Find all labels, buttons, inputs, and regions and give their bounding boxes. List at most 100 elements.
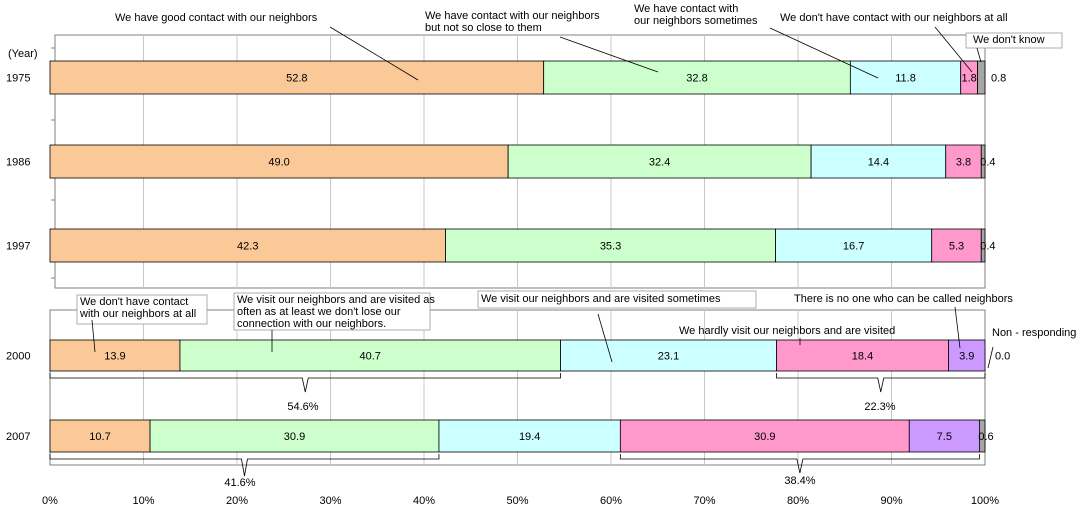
bar-segment-2007-6 xyxy=(978,419,986,453)
legend-entry-0-4: We don't know xyxy=(973,34,1045,46)
bar-segment-2007-5 xyxy=(908,419,980,453)
group-brace xyxy=(49,373,561,393)
leader-line-1-5 xyxy=(987,346,994,369)
data-label-2007-3: 19.4 xyxy=(519,431,540,443)
data-label-1986-3: 14.4 xyxy=(868,157,889,169)
bar-segment-1986-2 xyxy=(507,144,812,179)
data-label-1975-5: 0.8 xyxy=(991,73,1006,85)
bar-segment-1975-5 xyxy=(977,60,986,95)
category-label-1997: 1997 xyxy=(6,241,30,253)
leader-line-0-0 xyxy=(329,26,419,81)
data-label-1975-2: 32.8 xyxy=(686,73,707,85)
data-label-1986-5: 0.4 xyxy=(980,157,995,169)
data-label-1975-3: 11.8 xyxy=(895,73,916,85)
x-tick-label: 90% xyxy=(880,495,902,507)
bar-segment-1975-1 xyxy=(49,60,545,95)
legend-box-1-0 xyxy=(76,294,208,325)
legend-entry-0-2: We have contact with our neighbors someti… xyxy=(634,3,758,27)
legend-entry-1-4: There is no one who can be called neighb… xyxy=(794,293,1013,305)
data-label-1975-4: 1.8 xyxy=(961,73,976,85)
group-total-label: 54.6% xyxy=(287,401,318,413)
leader-line-1-4 xyxy=(954,306,961,349)
bar-segment-2007-2 xyxy=(149,419,440,453)
bar-segment-1986-5 xyxy=(980,144,986,179)
legend-entry-0-0: We have good contact with our neighbors xyxy=(115,12,318,24)
data-label-2000-3: 23.1 xyxy=(658,351,679,363)
group-total-label: 41.6% xyxy=(224,477,255,489)
bar-segment-1997-1 xyxy=(49,228,446,263)
category-label-2000: 2000 xyxy=(6,351,30,363)
data-label-1975-1: 52.8 xyxy=(286,73,307,85)
x-tick-label: 100% xyxy=(971,495,999,507)
category-label-2007: 2007 xyxy=(6,431,30,443)
bar-segment-1986-3 xyxy=(810,144,947,179)
legend-entry-0-1: We have contact with our neighbors but no… xyxy=(425,10,600,34)
data-label-1997-4: 5.3 xyxy=(949,241,964,253)
data-label-2000-6: 0.0 xyxy=(995,351,1010,363)
legend-entry-1-2: We visit our neighbors and are visited s… xyxy=(481,293,721,305)
bar-segment-1997-2 xyxy=(445,228,776,263)
data-label-2007-6: 0.6 xyxy=(978,431,993,443)
data-label-1997-2: 35.3 xyxy=(600,241,621,253)
x-tick-label: 60% xyxy=(600,495,622,507)
x-tick-label: 0% xyxy=(42,495,58,507)
group-total-label: 22.3% xyxy=(864,401,895,413)
bar-segment-2000-1 xyxy=(49,339,181,372)
leader-line-0-3 xyxy=(934,26,973,73)
x-tick-label: 40% xyxy=(413,495,435,507)
data-label-1986-2: 32.4 xyxy=(649,157,670,169)
bar-segment-1997-3 xyxy=(775,228,933,263)
data-label-1997-5: 0.4 xyxy=(980,241,995,253)
category-label-1986: 1986 xyxy=(6,157,30,169)
data-label-1986-1: 49.0 xyxy=(268,157,289,169)
group-brace xyxy=(619,454,980,474)
legend-entry-1-0: We don't have contact with our neighbors … xyxy=(79,296,196,320)
legend-box-1-1 xyxy=(233,292,431,331)
legend-box-0-4 xyxy=(965,32,1063,49)
legend-entry-0-3: We don't have contact with our neighbors… xyxy=(780,12,1008,24)
bar-segment-1975-3 xyxy=(849,60,962,95)
data-label-1997-3: 16.7 xyxy=(843,241,864,253)
bar-segment-2000-2 xyxy=(179,339,561,372)
leader-line-0-4 xyxy=(976,47,982,63)
bar-segment-2000-4 xyxy=(776,339,949,372)
data-label-2007-5: 7.5 xyxy=(937,431,952,443)
bar-segment-1997-5 xyxy=(980,228,986,263)
group-brace xyxy=(776,373,986,393)
group-total-label: 38.4% xyxy=(784,475,815,487)
x-tick-label: 10% xyxy=(132,495,154,507)
bar-segment-1986-1 xyxy=(49,144,509,179)
data-label-2007-4: 30.9 xyxy=(754,431,775,443)
x-tick-label: 50% xyxy=(506,495,528,507)
leader-line-0-1 xyxy=(559,36,659,73)
data-label-2007-1: 10.7 xyxy=(89,431,110,443)
bar-segment-1975-2 xyxy=(543,60,851,95)
y-axis-unit-label: (Year) xyxy=(8,48,38,60)
bar-segment-2000-3 xyxy=(560,339,777,372)
bar-segment-1997-4 xyxy=(931,228,982,263)
data-label-2000-5: 3.9 xyxy=(959,351,974,363)
leader-line-1-0 xyxy=(91,319,96,353)
legend-box-1-2 xyxy=(477,290,757,309)
bar-segment-2000-5 xyxy=(948,339,986,372)
bar-segment-2007-1 xyxy=(49,419,151,453)
data-label-1997-1: 42.3 xyxy=(237,241,258,253)
data-label-2000-1: 13.9 xyxy=(104,351,125,363)
data-label-2000-4: 18.4 xyxy=(852,351,873,363)
group-brace xyxy=(49,454,440,477)
bar-segment-2007-3 xyxy=(438,419,621,453)
x-tick-label: 30% xyxy=(319,495,341,507)
leader-line-0-2 xyxy=(769,27,879,79)
legend-entry-1-3: We hardly visit our neighbors and are vi… xyxy=(679,325,895,337)
x-tick-label: 70% xyxy=(693,495,715,507)
legend-entry-1-1: We visit our neighbors and are visited a… xyxy=(237,294,435,330)
legend-entry-1-5: Non - responding xyxy=(992,327,1076,339)
data-label-2007-2: 30.9 xyxy=(284,431,305,443)
bar-segment-2007-4 xyxy=(619,419,910,453)
category-label-1975: 1975 xyxy=(6,73,30,85)
data-label-1986-4: 3.8 xyxy=(956,157,971,169)
x-tick-label: 80% xyxy=(787,495,809,507)
leader-line-1-2 xyxy=(597,313,613,363)
data-label-2000-2: 40.7 xyxy=(360,351,381,363)
